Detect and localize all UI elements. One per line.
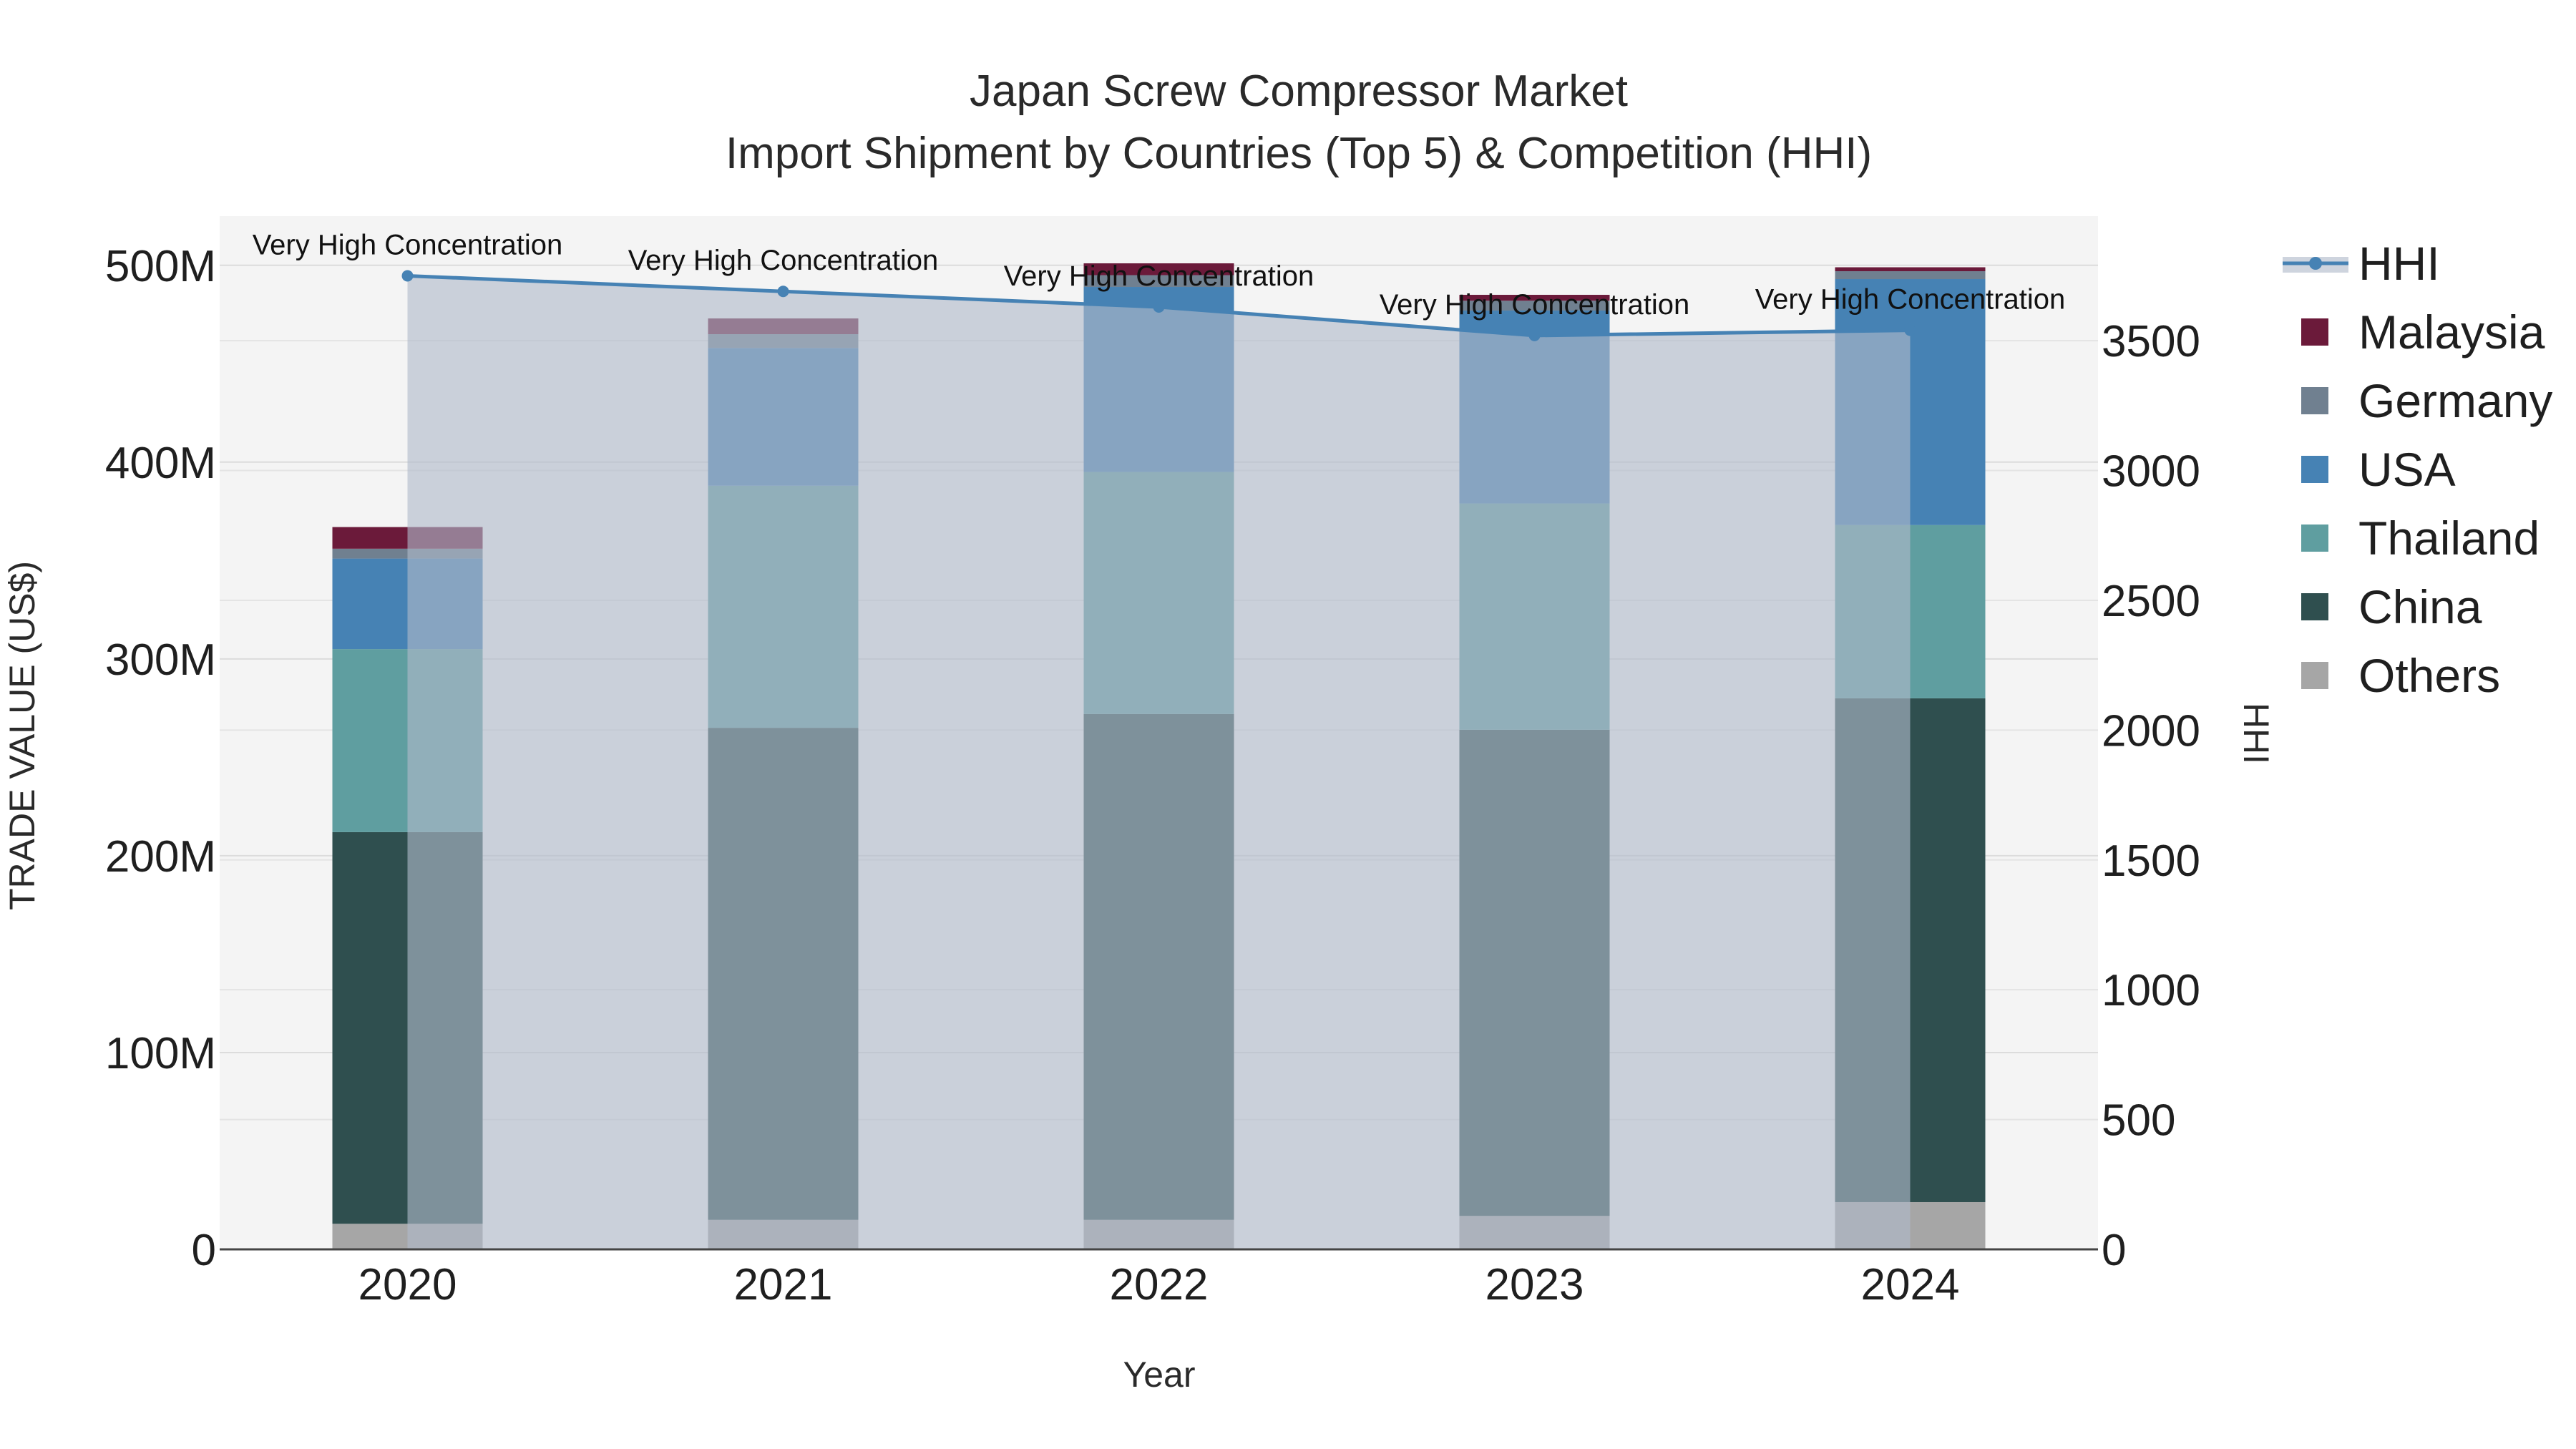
legend: HHI Malaysia Germany USA Thailand China Others (2283, 237, 2552, 702)
hhi-point-2024 (1904, 324, 1916, 336)
x-tick-label-2022: 2022 (1110, 1260, 1209, 1309)
y2-axis-title: HHI (2236, 703, 2276, 764)
legend-item-usa: USA (2301, 443, 2456, 496)
legend-swatch-hhi-marker (2309, 257, 2322, 270)
legend-label-malaysia: Malaysia (2358, 306, 2545, 358)
bar-germany-2024 (1835, 271, 1986, 280)
legend-item-others: Others (2301, 649, 2500, 702)
chart-title: Japan Screw Compressor Market (970, 67, 1628, 116)
hhi-annotation-2024: Very High Concentration (1755, 284, 2066, 316)
x-tick-label-2021: 2021 (734, 1260, 833, 1309)
y2-tick-label-1: 500 (2102, 1096, 2175, 1146)
legend-label-germany: Germany (2358, 374, 2552, 427)
hhi-annotation-2023: Very High Concentration (1380, 289, 1690, 321)
x-tick-label-2024: 2024 (1861, 1260, 1960, 1309)
plot-area: Very High Concentration Very High Concent… (105, 216, 2200, 1309)
legend-label-thailand: Thailand (2358, 512, 2540, 565)
legend-swatch-malaysia (2301, 318, 2328, 346)
y2-tick-label-4: 2000 (2102, 706, 2200, 756)
y-tick-label-2: 200M (105, 832, 216, 882)
legend-item-germany: Germany (2301, 374, 2552, 427)
legend-swatch-others (2301, 662, 2328, 689)
legend-item-china: China (2301, 580, 2482, 633)
hhi-area (407, 275, 1911, 1249)
y2-tick-label-5: 2500 (2102, 577, 2200, 626)
bar-malaysia-2024 (1835, 267, 1986, 272)
bar-malaysia-2022 (1083, 263, 1234, 275)
y-tick-label-4: 400M (105, 439, 216, 488)
legend-label-others: Others (2358, 649, 2500, 702)
legend-item-thailand: Thailand (2301, 512, 2540, 565)
chart-subtitle: Import Shipment by Countries (Top 5) & C… (726, 129, 1872, 178)
y2-tick-label-2: 1000 (2102, 966, 2200, 1015)
y2-tick-label-7: 3500 (2102, 317, 2200, 366)
hhi-annotation-2020: Very High Concentration (253, 229, 563, 260)
y2-tick-label-6: 3000 (2102, 447, 2200, 497)
y-axis-title: TRADE VALUE (US$) (2, 561, 42, 910)
legend-swatch-usa (2301, 456, 2328, 483)
legend-item-hhi: HHI (2283, 237, 2440, 290)
y-tick-label-3: 300M (105, 635, 216, 685)
y-tick-label-0: 0 (192, 1226, 216, 1275)
legend-swatch-china (2301, 593, 2328, 620)
y-tick-label-1: 100M (105, 1029, 216, 1078)
x-axis-title: Year (1123, 1355, 1195, 1395)
y-tick-label-5: 500M (105, 242, 216, 291)
hhi-annotation-2022: Very High Concentration (1004, 260, 1314, 292)
hhi-point-2021 (777, 286, 789, 298)
legend-label-hhi: HHI (2358, 237, 2440, 290)
legend-item-malaysia: Malaysia (2301, 306, 2545, 358)
bar-malaysia-2023 (1459, 295, 1610, 301)
bar-germany-2023 (1459, 301, 1610, 311)
legend-label-usa: USA (2358, 443, 2456, 496)
x-tick-label-2020: 2020 (358, 1260, 457, 1309)
legend-label-china: China (2358, 580, 2482, 633)
hhi-point-2023 (1528, 329, 1541, 341)
legend-swatch-thailand (2301, 525, 2328, 552)
x-tick-label-2023: 2023 (1485, 1260, 1584, 1309)
legend-swatch-germany (2301, 387, 2328, 414)
hhi-point-2022 (1153, 301, 1165, 313)
y2-tick-label-0: 0 (2102, 1226, 2126, 1275)
bar-germany-2022 (1083, 275, 1234, 288)
hhi-annotation-2021: Very High Concentration (628, 245, 939, 276)
y2-tick-label-3: 1500 (2102, 836, 2200, 886)
hhi-point-2020 (401, 270, 414, 282)
